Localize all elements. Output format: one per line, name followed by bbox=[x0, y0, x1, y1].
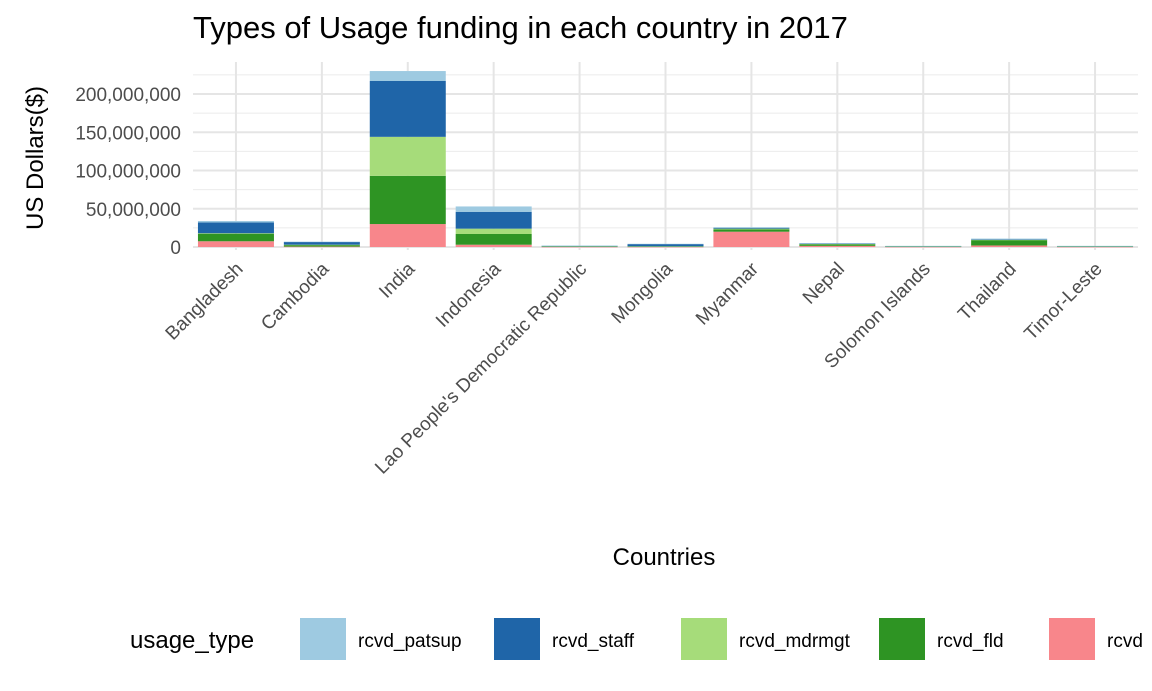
legend-label-rcvd_staff: rcvd_staff bbox=[552, 631, 635, 652]
bar-rcvd_mdrmgt bbox=[627, 246, 704, 247]
bar-rcvd bbox=[1057, 246, 1134, 248]
bar-rcvd_patsup bbox=[283, 241, 360, 243]
bar-rcvd_patsup bbox=[971, 238, 1048, 240]
bar-rcvd_staff bbox=[455, 211, 532, 229]
x-tick-label: Indonesia bbox=[432, 258, 505, 331]
y-tick-label: 50,000,000 bbox=[86, 200, 181, 221]
bar-rcvd bbox=[713, 231, 790, 247]
bar-rcvd_staff bbox=[799, 243, 876, 245]
legend-label-rcvd_patsup: rcvd_patsup bbox=[358, 631, 462, 652]
x-tick-label: Mongolia bbox=[608, 258, 678, 328]
y-tick-label: 200,000,000 bbox=[75, 85, 181, 106]
bar-rcvd bbox=[369, 224, 446, 247]
bar-rcvd_mdrmgt bbox=[197, 233, 274, 234]
bar-rcvd_patsup bbox=[1057, 245, 1134, 247]
bar-rcvd_fld bbox=[197, 233, 274, 242]
bar-rcvd_mdrmgt bbox=[283, 244, 360, 246]
x-tick-label: Bangladesh bbox=[162, 259, 248, 345]
grid bbox=[193, 62, 1138, 250]
legend-key-rcvd_staff bbox=[494, 618, 540, 660]
bar-rcvd_mdrmgt bbox=[369, 136, 446, 176]
bar-rcvd_staff bbox=[283, 242, 360, 245]
bar-rcvd_staff bbox=[713, 227, 790, 229]
x-tick-label: India bbox=[375, 258, 419, 302]
legend: usage_type rcvd_patsup rcvd_staff rcvd_mdr… bbox=[130, 618, 1143, 660]
bar-rcvd_patsup bbox=[197, 220, 274, 223]
bar-rcvd_mdrmgt bbox=[713, 228, 790, 230]
bar-rcvd_patsup bbox=[885, 245, 962, 247]
bar-rcvd bbox=[627, 246, 704, 248]
bar-rcvd bbox=[541, 246, 618, 248]
legend-label-rcvd: rcvd bbox=[1107, 631, 1143, 652]
x-tick-label: Nepal bbox=[799, 259, 849, 309]
legend-key-rcvd_mdrmgt bbox=[681, 618, 727, 660]
x-tick-label: Thailand bbox=[954, 259, 1020, 325]
legend-title: usage_type bbox=[130, 627, 254, 654]
bar-rcvd_mdrmgt bbox=[971, 239, 1048, 241]
bar-rcvd_mdrmgt bbox=[455, 228, 532, 234]
legend-key-rcvd_fld bbox=[879, 618, 925, 660]
bar-rcvd_patsup bbox=[799, 243, 876, 244]
y-tick-label: 0 bbox=[170, 238, 181, 259]
bar-rcvd_patsup bbox=[627, 243, 704, 245]
bar-rcvd bbox=[197, 241, 274, 247]
legend-label-rcvd_mdrmgt: rcvd_mdrmgt bbox=[739, 631, 851, 652]
bar-rcvd_patsup bbox=[541, 245, 618, 247]
bar-rcvd_fld bbox=[369, 175, 446, 225]
legend-label-rcvd_fld: rcvd_fld bbox=[937, 631, 1004, 652]
bar-rcvd bbox=[283, 246, 360, 248]
bar-rcvd_fld bbox=[971, 240, 1048, 246]
bar-rcvd_fld bbox=[713, 229, 790, 232]
legend-key-rcvd_patsup bbox=[300, 618, 346, 660]
bar-rcvd_fld bbox=[799, 244, 876, 246]
y-axis-title: US Dollars($) bbox=[22, 86, 49, 230]
bar-rcvd bbox=[885, 246, 962, 248]
bar-rcvd_staff bbox=[197, 222, 274, 234]
bar-rcvd_staff bbox=[971, 239, 1048, 240]
bar-rcvd bbox=[971, 245, 1048, 247]
bar-rcvd_patsup bbox=[369, 71, 446, 81]
bar-rcvd_staff bbox=[627, 244, 704, 247]
y-tick-label: 100,000,000 bbox=[75, 162, 181, 183]
y-tick-label: 150,000,000 bbox=[75, 123, 181, 144]
x-tick-label: Myanmar bbox=[692, 258, 763, 329]
x-axis-title: Countries bbox=[613, 544, 716, 571]
bars bbox=[197, 71, 1134, 248]
bar-rcvd_fld bbox=[283, 245, 360, 247]
chart-title: Types of Usage funding in each country i… bbox=[193, 10, 848, 45]
legend-key-rcvd bbox=[1049, 618, 1095, 660]
bar-rcvd_mdrmgt bbox=[541, 246, 618, 247]
y-axis-ticks: 0 50,000,000 100,000,000 150,000,000 200,000… bbox=[75, 85, 181, 259]
x-tick-label: Cambodia bbox=[257, 258, 333, 334]
bar-rcvd_staff bbox=[369, 80, 446, 137]
x-tick-label: Timor-Leste bbox=[1021, 259, 1107, 345]
bar-rcvd_patsup bbox=[713, 227, 790, 228]
bar-rcvd bbox=[455, 244, 532, 247]
bar-rcvd_mdrmgt bbox=[799, 243, 876, 245]
bar-rcvd bbox=[799, 245, 876, 247]
bar-rcvd_fld bbox=[455, 233, 532, 245]
bar-rcvd_patsup bbox=[455, 206, 532, 212]
